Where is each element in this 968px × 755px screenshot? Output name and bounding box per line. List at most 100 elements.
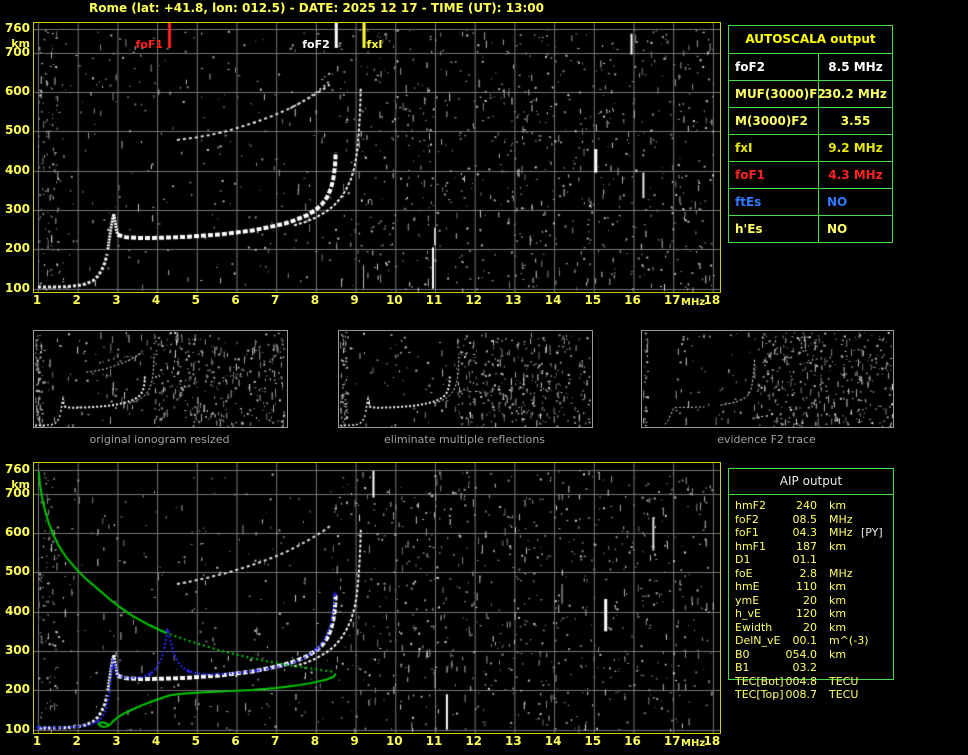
thumbnail-caption-original: original ionogram resized: [89, 433, 230, 446]
autoscala-row-label: fxI: [729, 135, 819, 161]
aip-row: ymE 20 km: [729, 594, 893, 608]
autoscala-row-value: 30.2 MHz: [824, 87, 887, 101]
thumbnail-cleaned: [338, 330, 593, 428]
aip-row-value: 20: [803, 620, 817, 634]
aip-row: foF2 08.5 MHz: [729, 513, 893, 527]
x-tick-label: 15: [584, 733, 602, 748]
thumbnail-caption-cleaned: eliminate multiple reflections: [384, 433, 545, 446]
autoscala-row-value: NO: [827, 222, 848, 236]
aip-row-value: 08.5: [792, 512, 818, 526]
aip-row-label: h_vE: [735, 607, 761, 620]
autoscala-row-label: MUF(3000)F2: [729, 81, 826, 107]
aip-row-value: 03.2: [792, 661, 818, 674]
aip-output-table: AIP output hmF2 240 km foF2 08.5 MHz foF1 04.3 M…: [728, 468, 894, 701]
y-tick-label: 400: [4, 603, 30, 618]
aip-row-unit: km: [829, 620, 847, 634]
x-tick-label: 14: [544, 733, 562, 748]
top-ionogram-plot: [33, 22, 721, 293]
x-tick-label: 6: [231, 733, 240, 748]
y-tick-label: 500: [4, 123, 30, 138]
y-axis-unit-label: km: [11, 37, 30, 50]
aip-row-label: TEC[Top]: [735, 688, 784, 701]
marker-label-foF1: foF1: [135, 38, 163, 51]
aip-row-value: 01.1: [792, 553, 818, 566]
x-tick-label: 4: [151, 292, 161, 307]
x-tick-label: 6: [231, 292, 240, 307]
x-tick-label: 2: [72, 292, 81, 307]
marker-label-foF2: foF2: [302, 38, 330, 51]
aip-row: TEC[Bot] 004.8 TECU: [729, 675, 893, 689]
x-tick-label: 18: [703, 292, 721, 307]
aip-row-value: 04.3: [792, 526, 818, 539]
x-tick-label: 7: [271, 733, 280, 748]
autoscala-row: foF1 4.3 MHz: [729, 162, 892, 189]
aip-row: foF1 04.3 MHz [PY]: [729, 526, 893, 540]
x-tick-label: 11: [425, 292, 443, 307]
y-tick-label: 600: [4, 524, 30, 539]
aip-row: B0 054.0 km: [729, 648, 893, 662]
aip-row-note: [PY]: [861, 526, 883, 539]
aip-row-value: 20: [803, 593, 817, 607]
y-tick-label: 760: [4, 462, 30, 476]
x-tick-label: 1: [32, 733, 42, 748]
bottom-ionogram-plot: [33, 462, 721, 734]
x-tick-label: 2: [72, 733, 81, 748]
autoscala-row-label: foF1: [729, 162, 819, 188]
x-tick-label: 5: [191, 733, 200, 748]
aip-row-unit: MHz: [829, 512, 853, 526]
thumbnail-f2-trace: [641, 330, 894, 428]
aip-row-unit: km: [829, 647, 847, 661]
aip-row-unit: MHz: [829, 566, 853, 580]
autoscala-row-value: 3.55: [840, 114, 871, 128]
autoscala-row: ftEs NO: [729, 189, 892, 216]
x-tick-label: 13: [505, 292, 522, 307]
autoscala-row: MUF(3000)F2 30.2 MHz: [729, 81, 892, 108]
aip-row-unit: km: [829, 539, 847, 553]
x-tick-label: 14: [544, 292, 562, 307]
aip-row-label: DelN_vE: [735, 634, 781, 647]
aip-row: TEC[Top] 008.7 TECU: [729, 688, 893, 702]
thumbnail-cleaned-canvas: [339, 331, 592, 427]
y-tick-label: 400: [4, 162, 30, 177]
y-tick-label: 760: [4, 21, 30, 35]
x-tick-label: 16: [624, 733, 641, 748]
x-tick-label: 17: [663, 733, 681, 748]
bottom-ionogram-canvas: [34, 463, 720, 733]
autoscala-row: fxI 9.2 MHz: [729, 135, 892, 162]
y-axis-unit-label: km: [11, 478, 30, 491]
aip-row-label: B1: [735, 661, 750, 674]
aip-row-label: foF2: [735, 512, 759, 526]
autoscala-row-label: ftEs: [729, 189, 819, 215]
aip-row: hmF1 187 km: [729, 540, 893, 554]
autoscala-row-label: h'Es: [729, 216, 819, 242]
y-tick-label: 700: [4, 485, 30, 500]
autoscala-row-label: foF2: [729, 54, 819, 80]
thumbnail-original-canvas: [34, 331, 287, 427]
x-tick-label: 5: [191, 292, 200, 307]
x-tick-label: 8: [310, 292, 320, 307]
x-tick-label: 1: [32, 292, 42, 307]
aip-row-value: 054.0: [785, 647, 818, 661]
x-tick-label: 12: [465, 733, 483, 748]
aip-row-unit: MHz: [829, 526, 853, 539]
y-tick-label: 300: [4, 642, 30, 657]
aip-table-title: AIP output: [729, 469, 893, 495]
aip-row-label: ymE: [735, 593, 760, 607]
aip-row-unit: km: [829, 593, 847, 607]
autoscala-row-label: M(3000)F2: [729, 108, 819, 134]
top-ionogram-canvas: [34, 23, 720, 292]
autoscala-row: h'Es NO: [729, 216, 892, 242]
aip-row-label: hmF2: [735, 499, 767, 512]
x-tick-label: 10: [385, 292, 403, 307]
aip-row-label: Ewidth: [735, 620, 773, 634]
x-tick-label: 4: [151, 733, 161, 748]
aip-row-unit: TECU: [829, 688, 859, 701]
x-tick-label: 7: [271, 292, 280, 307]
y-tick-label: 600: [4, 83, 30, 98]
aip-row-label: hmE: [735, 580, 760, 593]
x-tick-label: 18: [703, 733, 721, 748]
aip-row-label: foE: [735, 566, 753, 580]
autoscala-row-value: 4.3 MHz: [828, 168, 883, 182]
aip-row-label: B0: [735, 647, 750, 661]
